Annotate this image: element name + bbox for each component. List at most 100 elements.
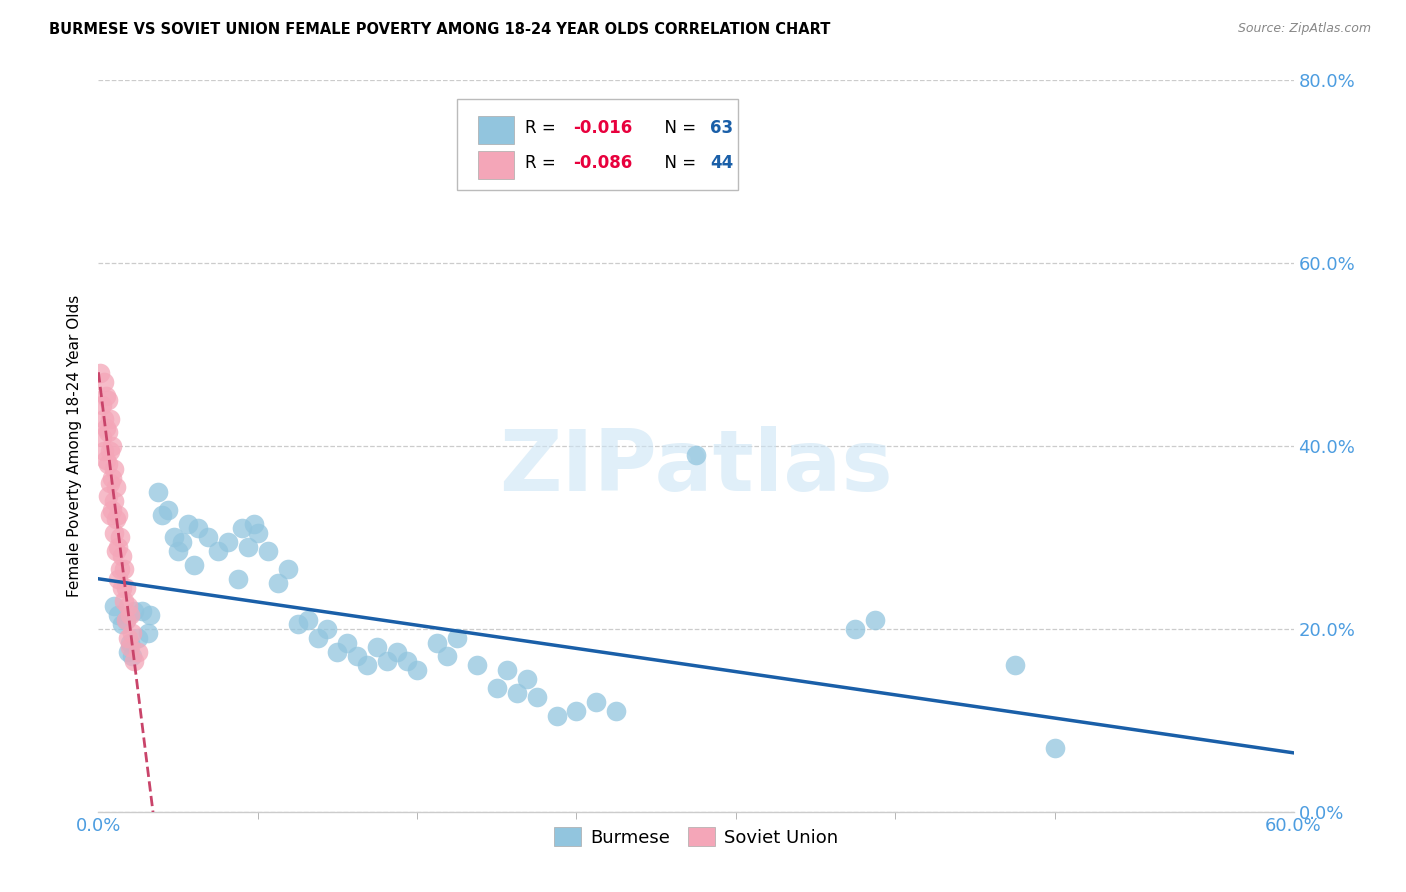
Point xyxy=(172,535,194,549)
Point xyxy=(187,521,209,535)
FancyBboxPatch shape xyxy=(478,152,515,179)
Point xyxy=(148,484,170,499)
Point xyxy=(406,663,429,677)
Point xyxy=(98,475,122,490)
Point xyxy=(127,631,149,645)
Point xyxy=(111,617,134,632)
Point xyxy=(150,508,173,522)
Point xyxy=(356,658,378,673)
Point xyxy=(127,645,149,659)
Point xyxy=(117,599,139,613)
Point xyxy=(485,681,508,696)
Point xyxy=(97,425,120,440)
Point xyxy=(98,443,122,458)
Point xyxy=(117,631,139,645)
Point xyxy=(177,516,200,531)
Point xyxy=(326,645,349,659)
Point xyxy=(112,562,135,576)
Point xyxy=(110,530,132,544)
FancyBboxPatch shape xyxy=(478,116,515,144)
Text: 44: 44 xyxy=(710,154,734,172)
Point xyxy=(346,649,368,664)
Point xyxy=(375,654,398,668)
Point xyxy=(111,581,134,595)
Point xyxy=(307,631,329,645)
Point xyxy=(167,544,190,558)
Point xyxy=(426,635,449,649)
Point xyxy=(685,448,707,462)
Point xyxy=(117,645,139,659)
Text: R =: R = xyxy=(524,119,561,136)
Point xyxy=(526,690,548,705)
Point xyxy=(506,686,529,700)
Point xyxy=(844,622,866,636)
Point xyxy=(112,594,135,608)
Point xyxy=(97,457,120,471)
Point xyxy=(516,672,538,686)
Point xyxy=(336,635,359,649)
Point xyxy=(256,544,278,558)
Point xyxy=(121,649,143,664)
Point xyxy=(287,617,309,632)
Point xyxy=(98,508,122,522)
Point xyxy=(385,645,409,659)
Point xyxy=(111,549,134,563)
Point xyxy=(124,603,146,617)
Point xyxy=(197,530,219,544)
Point xyxy=(115,613,138,627)
Text: ZIPatlas: ZIPatlas xyxy=(499,426,893,509)
Point xyxy=(97,489,120,503)
Text: -0.086: -0.086 xyxy=(572,154,633,172)
Text: N =: N = xyxy=(654,119,702,136)
Point xyxy=(91,398,114,412)
Text: 63: 63 xyxy=(710,119,734,136)
Text: BURMESE VS SOVIET UNION FEMALE POVERTY AMONG 18-24 YEAR OLDS CORRELATION CHART: BURMESE VS SOVIET UNION FEMALE POVERTY A… xyxy=(49,22,831,37)
Point xyxy=(243,516,266,531)
Point xyxy=(124,654,146,668)
Point xyxy=(105,480,128,494)
Point xyxy=(231,521,253,535)
Point xyxy=(183,558,205,572)
Point xyxy=(267,576,290,591)
Text: N =: N = xyxy=(654,154,702,172)
Point xyxy=(98,411,122,425)
Point xyxy=(236,540,259,554)
Point xyxy=(105,544,128,558)
Point xyxy=(495,663,517,677)
Point xyxy=(107,608,129,623)
Point xyxy=(110,562,132,576)
Point xyxy=(103,525,125,540)
Point xyxy=(115,613,138,627)
Point xyxy=(89,366,111,380)
Point xyxy=(436,649,458,664)
Point xyxy=(96,421,118,435)
Point xyxy=(157,503,180,517)
Point xyxy=(120,635,142,649)
Point xyxy=(366,640,388,655)
Point xyxy=(316,622,339,636)
Point xyxy=(207,544,229,558)
Point xyxy=(115,581,138,595)
Point xyxy=(96,452,118,467)
Point xyxy=(96,389,118,403)
Point xyxy=(120,640,142,655)
Point xyxy=(865,613,887,627)
Text: -0.016: -0.016 xyxy=(572,119,633,136)
Point xyxy=(139,608,162,623)
Point xyxy=(297,613,319,627)
Point xyxy=(97,393,120,408)
Point xyxy=(136,626,159,640)
Point xyxy=(103,462,125,476)
Point xyxy=(91,430,114,444)
Point xyxy=(277,562,299,576)
Point xyxy=(107,508,129,522)
Point xyxy=(93,411,115,425)
Point xyxy=(107,540,129,554)
Y-axis label: Female Poverty Among 18-24 Year Olds: Female Poverty Among 18-24 Year Olds xyxy=(67,295,83,597)
Point xyxy=(163,530,186,544)
Point xyxy=(105,512,128,526)
Point xyxy=(546,708,568,723)
Point xyxy=(103,599,125,613)
Point xyxy=(101,503,124,517)
Point xyxy=(103,494,125,508)
